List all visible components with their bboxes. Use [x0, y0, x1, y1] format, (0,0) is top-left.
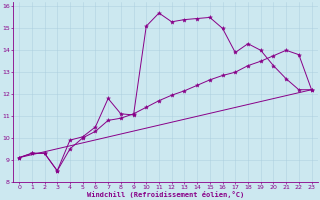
X-axis label: Windchill (Refroidissement éolien,°C): Windchill (Refroidissement éolien,°C) — [87, 191, 244, 198]
